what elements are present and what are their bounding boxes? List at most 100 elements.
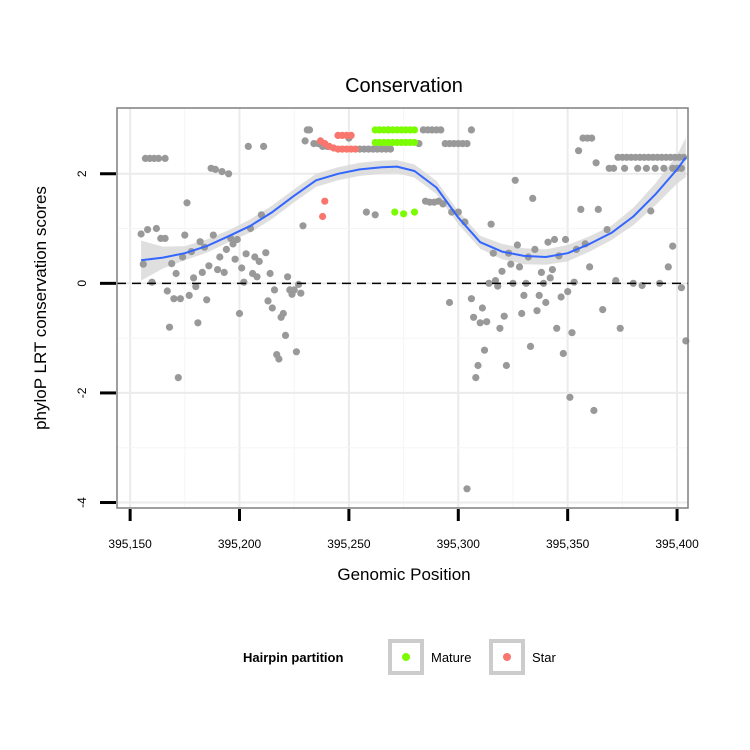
data-point-other [198,268,206,276]
data-point-mature [410,138,419,147]
data-point-other [474,361,482,370]
legend-label-star: Star [532,650,557,665]
data-point-other [192,283,200,291]
data-point-mature [391,208,399,216]
data-point-other [463,140,471,148]
data-point-other [487,220,495,228]
data-point-other [386,145,395,153]
x-tick-label: 395,150 [108,537,152,551]
data-point-other [575,147,583,155]
confidence-band-layer [141,137,686,281]
data-point-other [612,277,620,285]
data-point-other [544,238,552,246]
data-point-other [275,355,283,363]
data-point-other [603,226,611,234]
data-point-other [445,298,454,307]
data-point-other [435,197,443,205]
data-point-other [621,164,629,172]
data-point-other [533,307,541,315]
data-point-other [561,235,570,244]
data-point-star [321,197,329,205]
x-axis-title: Genomic Position [337,565,470,584]
data-point-other [463,485,471,493]
legend-dot-star [503,653,511,661]
data-point-other [229,240,237,248]
data-point-other [220,268,228,276]
data-point-other [537,268,546,276]
data-point-other [214,266,222,274]
legend-label-mature: Mature [431,650,471,665]
data-point-other [467,126,475,134]
data-point-other [529,194,537,202]
data-point-other [586,263,594,271]
data-point-other [669,164,677,172]
data-point-other [485,279,493,287]
y-axis-title: phyloP LRT conservation scores [31,186,50,430]
data-point-other [225,170,233,178]
data-point-other [205,262,213,270]
legend-dot-mature [402,653,410,661]
data-point-other [559,349,567,358]
data-point-other [137,230,145,238]
data-point-other [194,319,202,327]
data-point-other [203,296,211,304]
data-point-other [507,260,515,268]
y-tick-label: 0 [75,280,89,287]
data-point-other [550,235,559,244]
x-tick-label: 395,350 [546,537,590,551]
x-tick-label: 395,250 [327,537,371,551]
data-point-other [161,234,169,242]
data-point-other [284,273,292,281]
data-point-other [305,126,314,134]
data-point-mature [410,208,419,216]
data-point-other [599,306,607,314]
data-point-other [642,164,651,172]
data-point-other [472,374,480,382]
data-point-other [362,208,370,216]
data-point-other [152,224,160,233]
data-point-other [172,269,180,278]
data-point-other [211,165,219,173]
legend: Hairpin partition Mature Star [243,639,557,675]
data-point-other [616,324,624,332]
data-point-other [502,361,510,370]
data-point-other [139,260,147,268]
confidence-band [141,137,686,281]
chart-title: Conservation [345,75,463,97]
data-point-other [660,164,668,172]
data-point-other [190,274,198,282]
data-point-other [253,273,261,281]
data-point-other [553,324,561,332]
axes: 395,150 395,200 395,250 395,300 395,350 395,4… [75,170,699,551]
data-point-mature [410,126,419,134]
data-point-other [216,253,224,261]
legend-key-star [489,639,525,675]
data-points [137,126,690,493]
data-point-other [279,309,287,318]
data-point-other [478,304,486,312]
data-point-other [531,245,539,253]
data-point-other [170,295,178,303]
data-point-other [546,274,554,282]
data-point-star [351,145,360,153]
x-tick-label: 395,400 [655,537,699,551]
data-point-other [155,154,163,162]
data-point-other [251,253,259,261]
data-point-other [467,295,475,303]
data-point-other [235,309,244,318]
data-point-other [542,298,550,307]
smooth-line [140,156,687,262]
data-point-other [480,346,489,354]
data-point-other [240,278,248,286]
data-point-other [594,205,602,213]
data-point-other [176,295,184,303]
data-point-other [144,226,152,234]
data-point-other [669,242,677,250]
data-point-other [437,126,445,134]
data-point-other [218,168,226,176]
data-point-other [233,235,241,244]
data-point-other [181,231,189,239]
data-point-other [262,249,270,257]
data-point-mature [400,210,408,218]
smooth-line-layer [140,156,687,262]
